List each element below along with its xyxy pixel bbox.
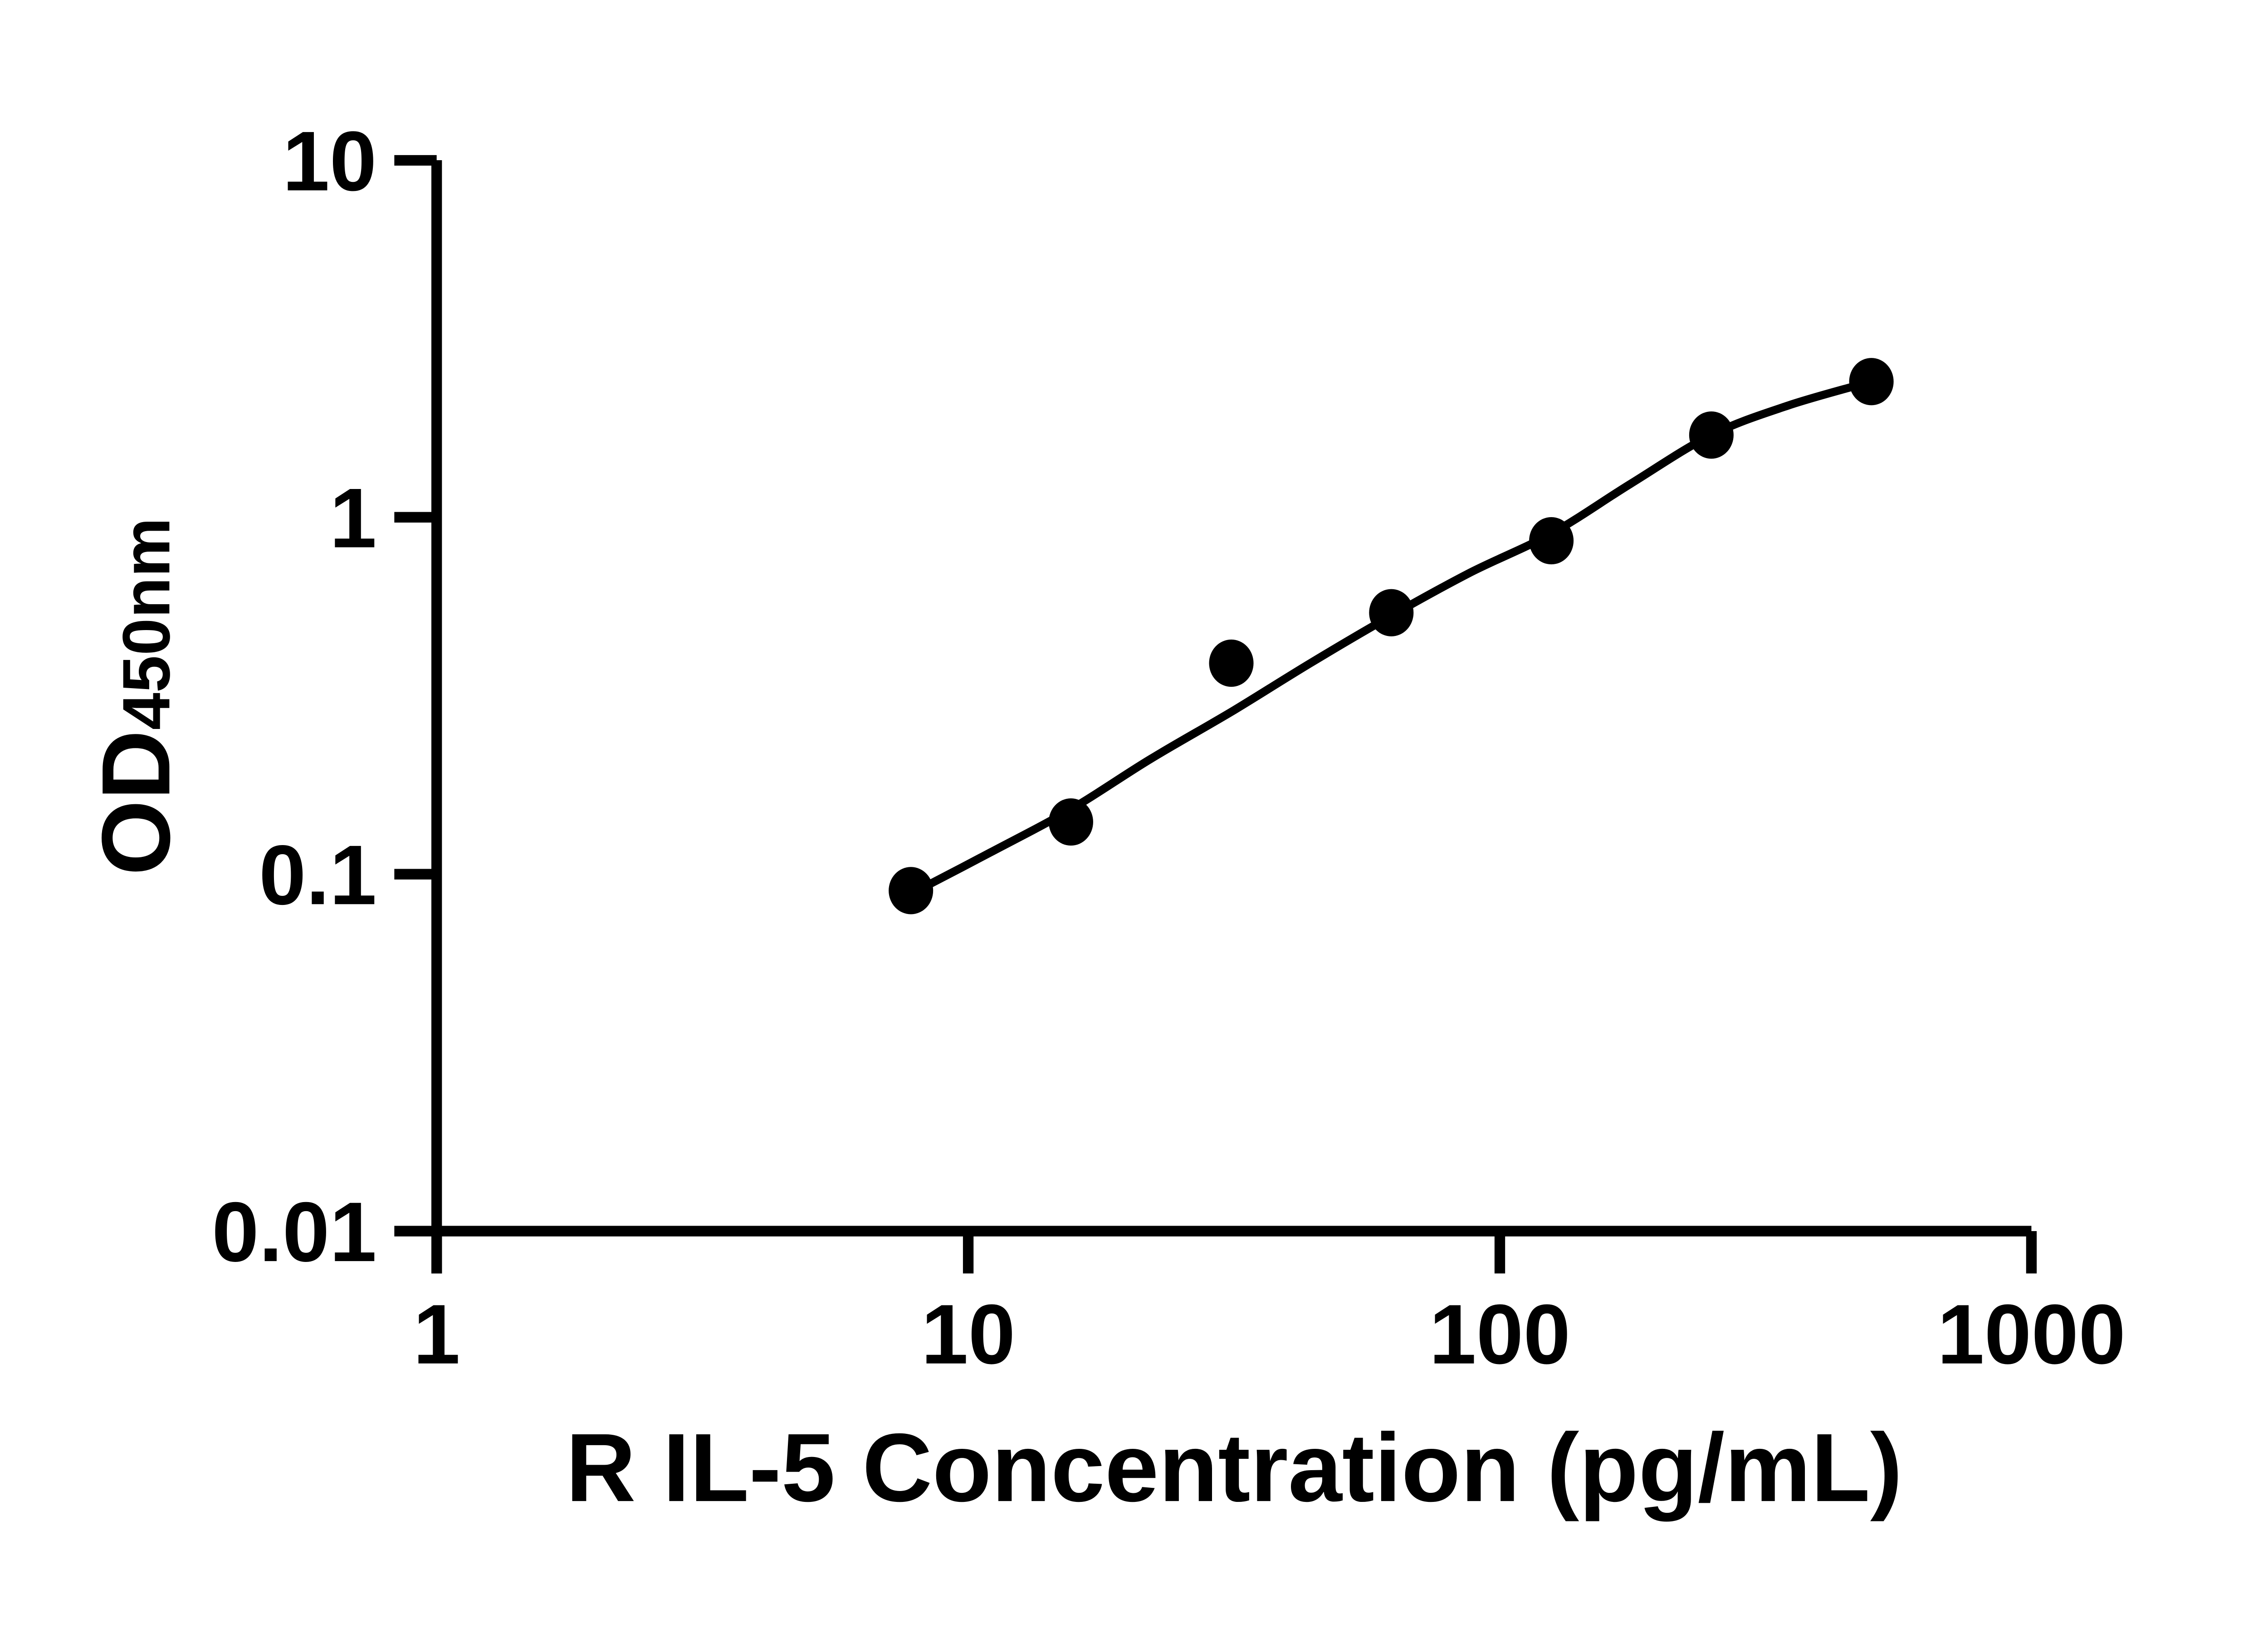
axis-tick-labels: 1 10 100 1000 0.01 0.1 1 10 bbox=[212, 114, 2126, 1382]
x-tick-label: 100 bbox=[1429, 1287, 1570, 1382]
x-tick-label: 1000 bbox=[1937, 1287, 2126, 1382]
y-axis-title: OD450nm bbox=[82, 518, 190, 875]
data-point bbox=[889, 867, 934, 914]
x-tick-label: 10 bbox=[921, 1287, 1016, 1382]
data-point bbox=[1048, 798, 1093, 846]
data-point bbox=[1209, 639, 1254, 687]
data-point bbox=[1849, 358, 1894, 406]
data-point bbox=[1369, 589, 1414, 636]
axis-ticks bbox=[394, 155, 2037, 1274]
axes bbox=[431, 160, 2032, 1274]
data-point bbox=[1689, 411, 1734, 459]
y-axis-title-main: OD bbox=[82, 730, 190, 875]
x-axis-title: R IL-5 Concentration (pg/mL) bbox=[566, 1413, 1902, 1522]
x-tick-label: 1 bbox=[413, 1287, 460, 1382]
data-points bbox=[889, 358, 1894, 914]
y-tick-label: 0.01 bbox=[212, 1184, 376, 1279]
y-tick-label: 10 bbox=[283, 114, 377, 209]
y-axis-title-sub: 450nm bbox=[109, 518, 184, 730]
y-tick-label: 1 bbox=[330, 470, 377, 565]
y-tick-label: 0.1 bbox=[259, 827, 377, 922]
data-point bbox=[1529, 517, 1574, 565]
